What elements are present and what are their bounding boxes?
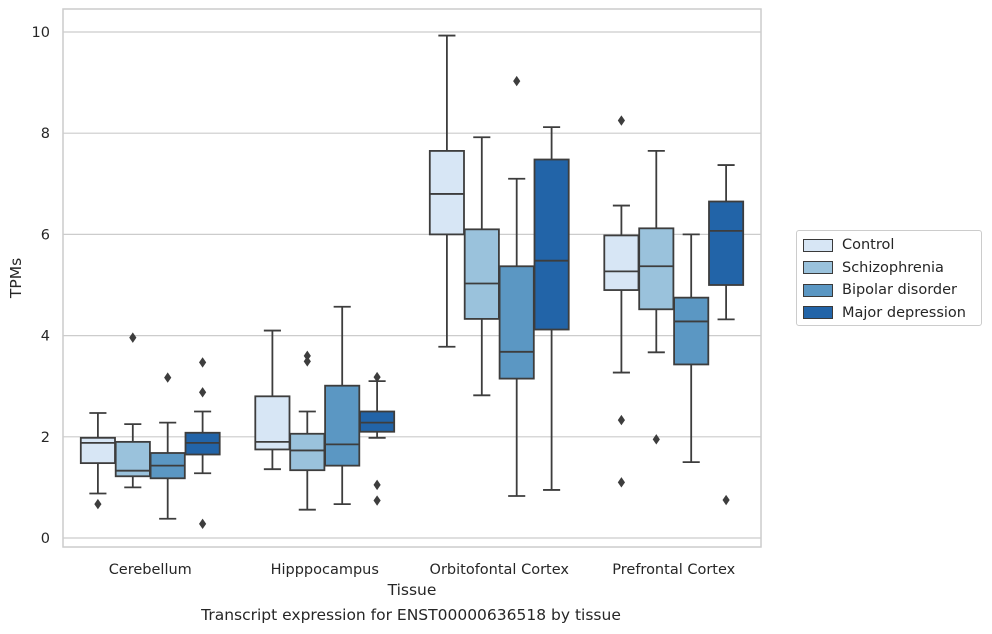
outlier-point — [164, 372, 172, 383]
box-iqr — [708, 200, 745, 286]
legend-swatch — [803, 238, 833, 252]
legend-item: Major depression — [797, 302, 981, 325]
box-control — [428, 34, 465, 348]
legend-item: Bipolar disorder — [797, 279, 981, 302]
box-iqr — [673, 296, 710, 366]
box-plots — [79, 34, 745, 530]
outlier-point — [617, 477, 625, 488]
box-iqr — [498, 265, 535, 380]
x-tick-labels: Cerebellum Hipppocampus Orbitofontal Corte… — [109, 562, 736, 578]
outlier-point — [303, 356, 311, 367]
box-major-depression — [533, 126, 570, 491]
outlier-point — [199, 357, 207, 368]
y-tick-label: 0 — [41, 531, 50, 547]
y-tick-label: 8 — [41, 126, 50, 142]
legend-swatch — [803, 306, 833, 320]
box-schizophrenia — [463, 136, 500, 397]
outlier-point — [617, 115, 625, 126]
legend-label: Bipolar disorder — [842, 282, 957, 299]
legend-label: Control — [842, 237, 895, 254]
legend-swatch — [803, 261, 833, 275]
box-control — [79, 412, 116, 510]
box-schizophrenia — [638, 150, 675, 445]
x-tick-label: Cerebellum — [109, 562, 192, 578]
outlier-point — [303, 350, 311, 362]
box-iqr — [533, 158, 570, 331]
legend-item: Control — [797, 234, 981, 257]
x-axis-label: Tissue — [387, 581, 437, 599]
box-iqr — [289, 432, 326, 472]
box-iqr — [79, 436, 116, 465]
legend: Control Schizophrenia Bipolar disorder Majo… — [796, 230, 982, 326]
outlier-point — [129, 332, 137, 343]
outlier-point — [199, 387, 207, 398]
box-iqr — [603, 234, 640, 291]
box-iqr — [638, 227, 675, 311]
outlier-point — [373, 371, 381, 383]
legend-label: Schizophrenia — [842, 259, 944, 276]
y-tick-labels: 0 2 4 6 8 10 — [32, 25, 50, 547]
box-bipolar-disorder — [149, 372, 186, 520]
box-major-depression — [184, 357, 221, 530]
plot-area-frame — [62, 8, 762, 548]
box-major-depression — [708, 164, 745, 506]
box-bipolar-disorder — [324, 305, 361, 505]
box-control — [254, 329, 291, 471]
grid-lines — [63, 31, 761, 539]
box-iqr — [428, 150, 465, 236]
outlier-point — [94, 498, 102, 510]
box-control — [603, 115, 640, 488]
x-tick-label: Hipppocampus — [271, 562, 379, 578]
chart-caption: Transcript expression for ENST0000063651… — [201, 606, 621, 624]
outlier-point — [373, 479, 381, 491]
box-schizophrenia — [114, 332, 151, 489]
box-bipolar-disorder — [498, 75, 535, 497]
box-bipolar-disorder — [673, 233, 710, 464]
box-iqr — [254, 395, 291, 451]
outlier-point — [513, 75, 521, 87]
y-tick-label: 10 — [32, 25, 50, 41]
outlier-point — [652, 434, 660, 445]
y-tick-label: 6 — [41, 227, 50, 243]
legend-item: Schizophrenia — [797, 257, 981, 280]
box-iqr — [463, 228, 500, 320]
y-tick-label: 2 — [41, 430, 50, 446]
y-axis-label: TPMs — [7, 258, 25, 299]
x-tick-label: Orbitofontal Cortex — [430, 562, 570, 578]
outlier-point — [373, 495, 381, 506]
box-iqr — [359, 410, 396, 433]
legend-swatch — [803, 283, 833, 297]
legend-label: Major depression — [842, 304, 966, 321]
outlier-point — [722, 494, 730, 506]
outlier-point — [617, 414, 625, 426]
box-major-depression — [359, 371, 396, 506]
box-iqr — [324, 384, 361, 467]
x-tick-label: Prefrontal Cortex — [612, 562, 735, 578]
outlier-point — [199, 518, 207, 530]
y-tick-label: 4 — [41, 329, 50, 345]
box-schizophrenia — [289, 350, 326, 511]
